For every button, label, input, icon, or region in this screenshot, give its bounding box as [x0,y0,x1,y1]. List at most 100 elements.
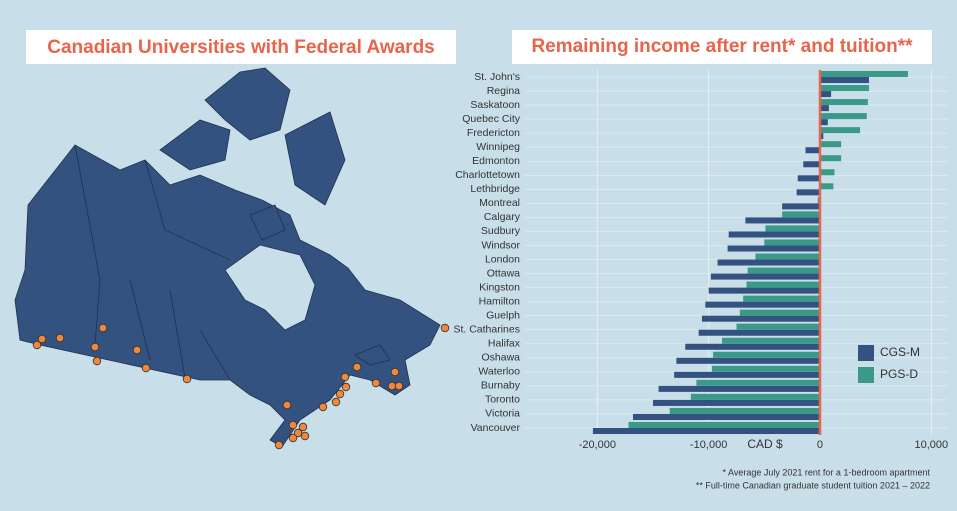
map-title: Canadian Universities with Federal Award… [47,37,435,58]
island [159,119,231,171]
university-dots [32,323,450,450]
legend-label: PGS-D [880,367,918,381]
bar [701,315,820,322]
dot [371,378,381,388]
bar [755,253,820,260]
bar [674,371,820,378]
y-tick-label: Halifax [488,338,521,350]
y-tick-label: St. John's [474,71,520,83]
legend-swatch [858,367,874,383]
y-tick-label: Ottawa [487,267,520,279]
dot [132,345,142,355]
legend-swatch [858,345,874,361]
bar [690,393,820,400]
dot [92,356,102,366]
dot [387,381,397,391]
dot [182,374,192,384]
bar [745,217,820,224]
bar [713,351,820,358]
bar [819,91,832,98]
y-tick-label: Hamilton [479,295,521,307]
y-tick-label: Victoria [485,408,520,420]
x-tick-label: 0 [817,439,823,451]
bar [819,113,867,120]
dot [98,323,108,333]
dot [141,363,151,373]
dot [335,389,345,399]
dot [352,362,362,372]
bar [765,225,820,232]
dot [341,382,351,392]
bar [743,295,820,302]
dot [274,440,284,450]
bar [819,127,861,134]
x-tick-label: -10,000 [690,439,727,451]
bar [819,141,842,148]
bar [698,329,820,336]
dot [394,381,404,391]
y-tick-label: Regina [487,85,520,97]
bar [658,385,820,392]
y-tick-label: Burnaby [481,380,521,392]
bar [747,267,820,274]
bar [676,357,820,364]
island [204,67,291,141]
hudson-bay [224,244,316,331]
bar [764,239,820,246]
bar [803,161,820,168]
footnote: ** Full-time Canadian graduate student t… [696,480,930,490]
bar [782,211,820,218]
bar [819,85,869,92]
dot [288,420,298,430]
bar [727,245,820,252]
bar [797,175,820,182]
dot [390,367,400,377]
y-tick-label: Guelph [486,309,520,321]
y-tick-label: Saskatoon [470,99,520,111]
y-tick-label: Winnipeg [476,141,520,153]
bar [819,105,829,112]
bar [819,155,842,162]
bar [819,183,834,190]
bar [739,309,820,316]
legend-label: CGS-M [880,345,920,359]
chart-title-box [512,30,932,64]
dot [298,422,308,432]
bar [653,399,820,406]
bar [712,365,820,372]
y-tick-label: Oshawa [481,352,520,364]
bar [669,407,820,414]
bar [717,259,820,266]
y-tick-label: Waterloo [478,366,520,378]
y-tick-label: Windsor [481,239,520,251]
bar [592,427,820,435]
bar [628,421,820,428]
dot [55,333,65,343]
bar [710,273,820,280]
dot [293,428,303,438]
map-title-box [26,30,456,64]
border [74,144,231,381]
dot [282,400,292,410]
bar [722,337,820,344]
y-tick-label: Calgary [484,211,521,223]
x-tick-label: -20,000 [579,439,616,451]
y-tick-label: Lethbridge [470,183,520,195]
dot [300,431,310,441]
bar [632,413,820,420]
y-tick-label: St. Catharines [453,323,520,335]
bar [705,301,820,308]
dot [32,340,42,350]
dot [331,397,341,407]
bar [819,70,908,78]
bar [819,169,835,176]
dot [90,342,100,352]
y-tick-label: Quebec City [462,113,521,125]
bar [685,343,820,350]
bar [728,231,820,238]
mainland [14,144,441,448]
y-tick-label: Edmonton [472,155,520,167]
island [284,111,346,206]
bar [736,323,820,330]
